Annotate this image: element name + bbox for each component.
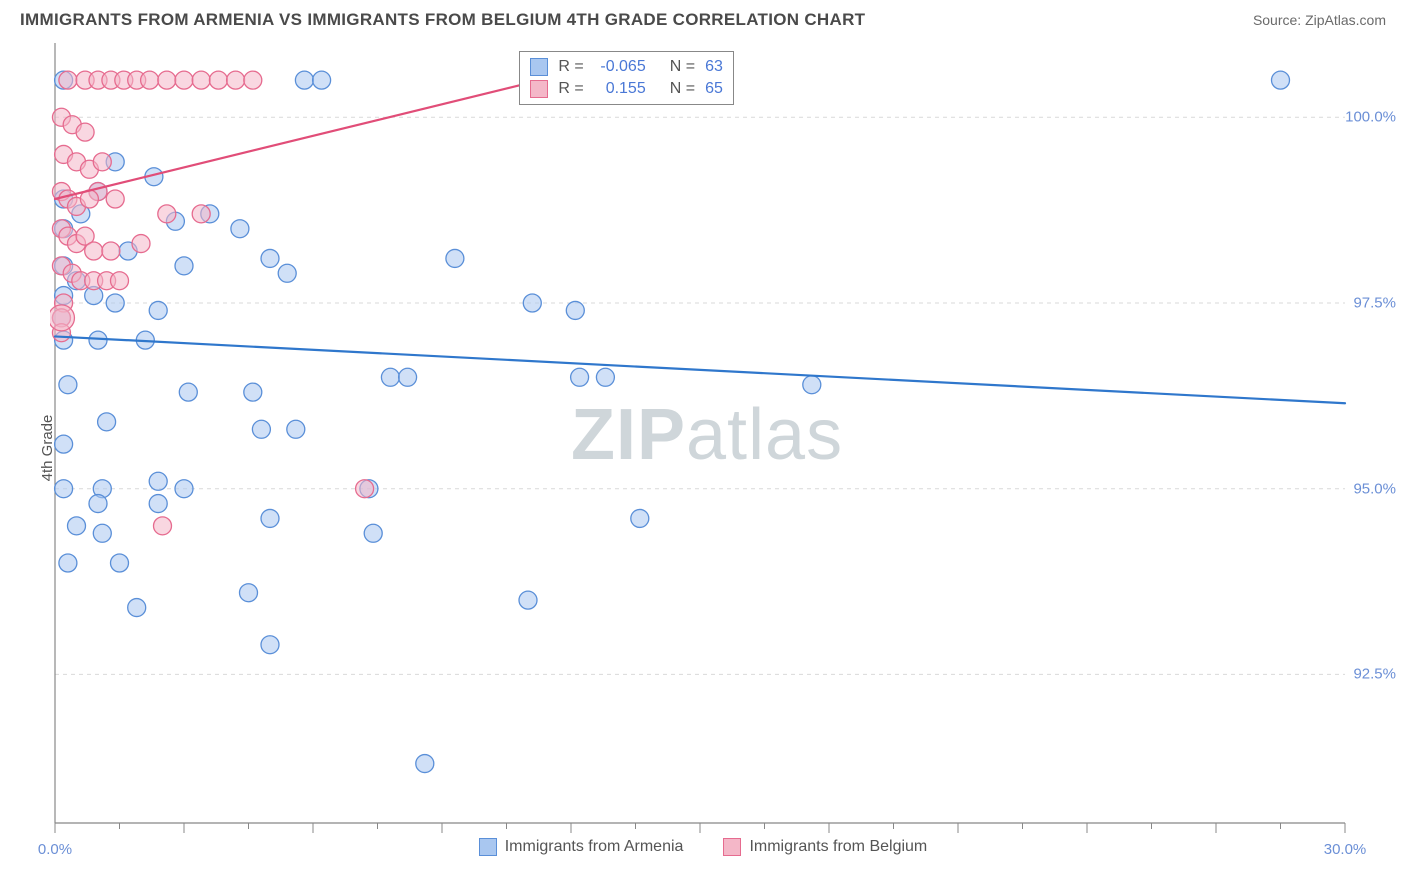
legend-row: R = -0.065 N = 63 [530, 56, 722, 78]
source-label: Source: ZipAtlas.com [1253, 12, 1386, 28]
source-name: ZipAtlas.com [1305, 12, 1386, 28]
legend-row: R = 0.155 N = 65 [530, 78, 722, 100]
y-tick-label: 95.0% [1353, 480, 1396, 497]
series-legend-label: Immigrants from Belgium [749, 838, 927, 856]
y-tick-label: 92.5% [1353, 666, 1396, 683]
title-bar: IMMIGRANTS FROM ARMENIA VS IMMIGRANTS FR… [0, 0, 1406, 38]
legend-r-value: 0.155 [594, 80, 646, 98]
correlation-legend: R = -0.065 N = 63 R = 0.155 N = 65 [519, 51, 733, 105]
legend-n-value: 63 [705, 58, 723, 76]
regression-layer [55, 73, 1345, 404]
legend-n-label: N = [670, 80, 695, 98]
legend-swatch [530, 80, 548, 98]
source-prefix: Source: [1253, 12, 1305, 28]
scatter-layer [50, 71, 1290, 772]
plot-wrap: 4th Grade 92.5%95.0%97.5%100.0% 0.0%30.0… [0, 38, 1406, 858]
y-tick-label: 100.0% [1345, 109, 1396, 126]
chart-title: IMMIGRANTS FROM ARMENIA VS IMMIGRANTS FR… [20, 10, 865, 30]
legend-swatch [479, 838, 497, 856]
series-legend: Immigrants from Armenia Immigrants from B… [0, 838, 1406, 856]
legend-r-label: R = [558, 58, 583, 76]
legend-n-label: N = [670, 58, 695, 76]
axis-layer [55, 43, 1345, 833]
legend-n-value: 65 [705, 80, 723, 98]
series-legend-item: Immigrants from Armenia [479, 838, 684, 856]
series-legend-label: Immigrants from Armenia [505, 838, 684, 856]
legend-r-value: -0.065 [594, 58, 646, 76]
legend-swatch [530, 58, 548, 76]
y-tick-label: 97.5% [1353, 295, 1396, 312]
legend-r-label: R = [558, 80, 583, 98]
legend-swatch [723, 838, 741, 856]
scatter-plot [50, 38, 1350, 858]
series-legend-item: Immigrants from Belgium [723, 838, 927, 856]
